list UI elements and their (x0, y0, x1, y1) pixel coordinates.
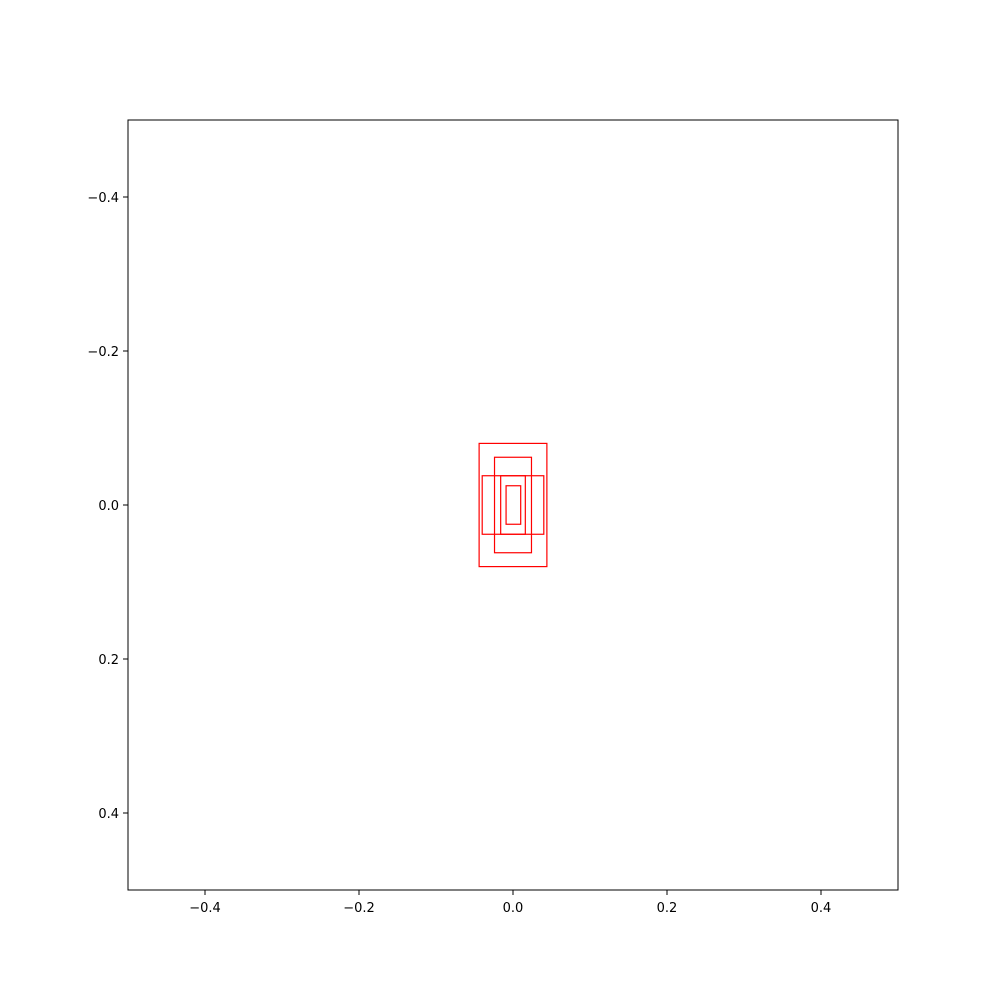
x-tick-label: 0.4 (811, 901, 832, 916)
x-axis: −0.4 −0.2 0.0 0.2 0.4 (189, 890, 831, 916)
x-tick-label: 0.2 (657, 901, 678, 916)
y-tick-label: −0.2 (87, 345, 119, 360)
y-tick-label: −0.4 (87, 191, 119, 206)
rectangle-mark-1 (493, 456, 533, 554)
rectangle-mark-4 (505, 485, 522, 525)
x-tick-label: 0.0 (503, 901, 524, 916)
y-tick-label: 0.4 (98, 807, 119, 822)
rectangle-mark-0 (478, 442, 548, 568)
rectangle-marks (478, 442, 548, 568)
rectangle-mark-3 (500, 475, 526, 535)
y-tick-label: 0.2 (98, 653, 119, 668)
y-tick-label: 0.0 (98, 499, 119, 514)
y-axis: −0.4 −0.2 0.0 0.2 0.4 (87, 191, 128, 822)
x-tick-label: −0.4 (189, 901, 221, 916)
x-tick-label: −0.2 (343, 901, 375, 916)
